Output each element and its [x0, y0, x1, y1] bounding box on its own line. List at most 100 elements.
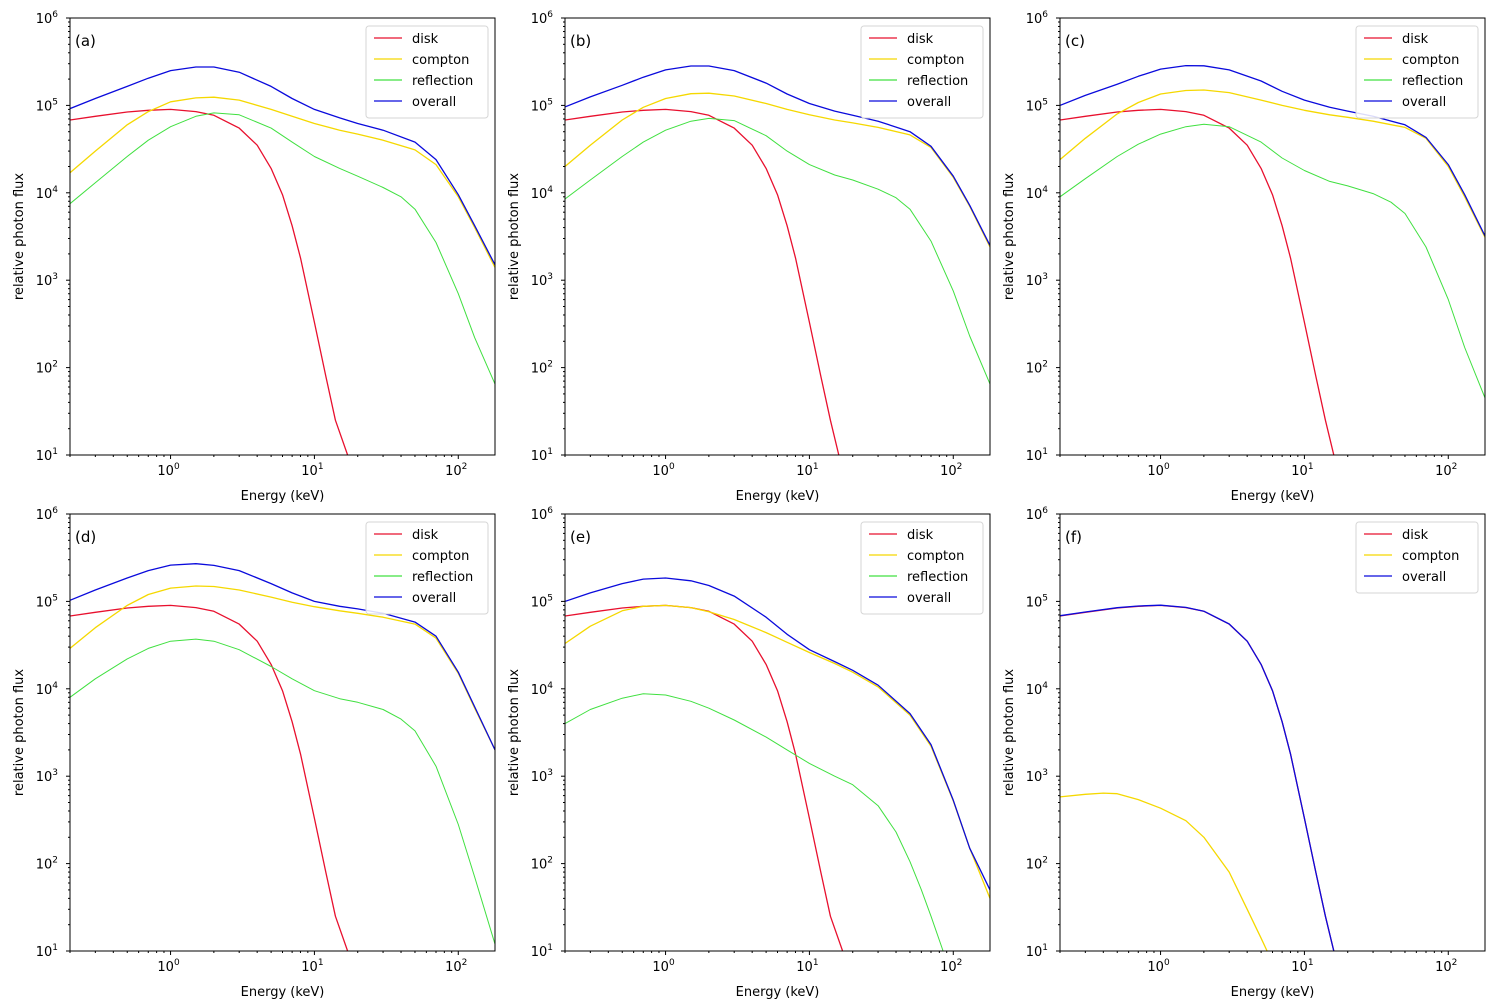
y-tick-label: 101: [36, 447, 58, 464]
panel-label: (c): [1065, 32, 1085, 50]
x-tick-label: 102: [1435, 958, 1457, 975]
x-tick-label: 102: [940, 462, 962, 479]
series-line-compton: [70, 96, 495, 268]
plot-frame: [69, 513, 496, 952]
legend-label-reflection: reflection: [907, 570, 968, 585]
series-group: [1060, 64, 1485, 455]
series-line-reflection: [1060, 123, 1485, 399]
panel-a: 100 101 102 101 102 103 104 105 106 (a) Energy (ke…: [12, 10, 496, 504]
x-tick-label: 100: [157, 958, 180, 975]
y-tick-label: 104: [36, 681, 59, 698]
y-tick-label: 105: [531, 593, 553, 610]
series-line-overall: [565, 65, 990, 246]
x-tick-label: 100: [1147, 462, 1170, 479]
legend-label-compton: compton: [412, 549, 469, 564]
series-line-overall: [70, 66, 495, 266]
y-tick-label: 101: [531, 943, 553, 960]
series-group: [70, 66, 495, 455]
panel-d: 100 101 102 101 102 103 104 105 106 (d) Energy (ke…: [12, 506, 496, 1000]
plot-frame: [564, 17, 991, 456]
x-axis-label: Energy (keV): [241, 489, 325, 504]
series-line-overall: [565, 577, 990, 891]
x-tick-label: 100: [652, 462, 675, 479]
legend-label-overall: overall: [1402, 570, 1446, 585]
x-tick-label: 101: [1291, 462, 1313, 479]
series-line-compton: [70, 585, 495, 751]
y-axis-label: relative photon flux: [507, 173, 522, 300]
series-line-disk: [70, 604, 349, 951]
legend-label-compton: compton: [907, 53, 964, 68]
y-tick-label: 102: [531, 360, 553, 377]
y-tick-label: 105: [1026, 593, 1048, 610]
legend-label-disk: disk: [1402, 528, 1429, 543]
y-tick-label: 105: [36, 97, 58, 114]
y-tick-label: 105: [36, 593, 58, 610]
y-tick-label: 104: [531, 185, 554, 202]
x-axis-label: Energy (keV): [736, 985, 820, 1000]
y-tick-label: 101: [1026, 943, 1048, 960]
legend-label-compton: compton: [1402, 549, 1459, 564]
legend-box: [1355, 25, 1479, 119]
y-tick-label: 104: [1026, 185, 1049, 202]
series-line-compton: [1060, 792, 1268, 951]
legend-label-overall: overall: [907, 591, 951, 606]
panel-label: (d): [75, 528, 96, 546]
y-tick-label: 106: [1026, 506, 1049, 523]
legend-label-overall: overall: [907, 95, 951, 110]
series-line-disk: [1060, 604, 1335, 951]
y-tick-label: 106: [531, 506, 554, 523]
panel-b: 100 101 102 101 102 103 104 105 106 (b) Energy (ke…: [507, 10, 991, 504]
series-line-compton: [565, 604, 990, 899]
legend: disk compton reflection overall: [860, 521, 984, 615]
legend-label-overall: overall: [412, 95, 456, 110]
legend-box: [365, 25, 489, 119]
y-tick-label: 102: [36, 360, 58, 377]
legend-label-disk: disk: [412, 32, 439, 47]
legend-box: [1355, 521, 1479, 594]
legend-label-compton: compton: [412, 53, 469, 68]
panel-c: 100 101 102 101 102 103 104 105 106 (c) Energy (ke…: [1002, 10, 1486, 504]
y-tick-label: 106: [531, 10, 554, 27]
y-axis-label: relative photon flux: [1002, 173, 1017, 300]
legend: disk compton overall: [1355, 521, 1479, 594]
legend-label-overall: overall: [1402, 95, 1446, 110]
y-tick-label: 105: [531, 97, 553, 114]
y-tick-label: 104: [531, 681, 554, 698]
y-axis-label: relative photon flux: [12, 173, 27, 300]
x-tick-label: 100: [157, 462, 180, 479]
x-tick-label: 101: [796, 462, 818, 479]
x-axis-label: Energy (keV): [1231, 985, 1315, 1000]
legend-label-reflection: reflection: [907, 74, 968, 89]
legend-box: [860, 521, 984, 615]
x-axis-label: Energy (keV): [736, 489, 820, 504]
legend-label-reflection: reflection: [412, 74, 473, 89]
y-tick-label: 106: [36, 506, 59, 523]
legend: disk compton reflection overall: [860, 25, 984, 119]
x-tick-label: 101: [301, 462, 323, 479]
panel-label: (a): [75, 32, 96, 50]
y-tick-label: 101: [36, 943, 58, 960]
y-tick-label: 104: [1026, 681, 1049, 698]
y-tick-label: 102: [36, 856, 58, 873]
y-tick-label: 103: [531, 768, 553, 785]
y-tick-label: 103: [36, 768, 58, 785]
series-line-disk: [70, 108, 349, 455]
series-line-reflection: [565, 693, 944, 951]
y-tick-label: 103: [1026, 272, 1048, 289]
x-tick-label: 101: [796, 958, 818, 975]
series-group: [70, 563, 495, 951]
series-line-overall: [70, 563, 495, 751]
y-tick-label: 102: [531, 856, 553, 873]
x-tick-label: 101: [301, 958, 323, 975]
series-line-reflection: [565, 117, 990, 385]
x-tick-label: 102: [445, 462, 467, 479]
y-tick-label: 101: [1026, 447, 1048, 464]
series-group: [1060, 604, 1335, 951]
legend-label-reflection: reflection: [1402, 74, 1463, 89]
y-tick-label: 103: [1026, 768, 1048, 785]
panel-label: (b): [570, 32, 591, 50]
legend-label-overall: overall: [412, 591, 456, 606]
legend-label-disk: disk: [907, 528, 934, 543]
y-tick-label: 101: [531, 447, 553, 464]
series-group: [565, 65, 990, 455]
